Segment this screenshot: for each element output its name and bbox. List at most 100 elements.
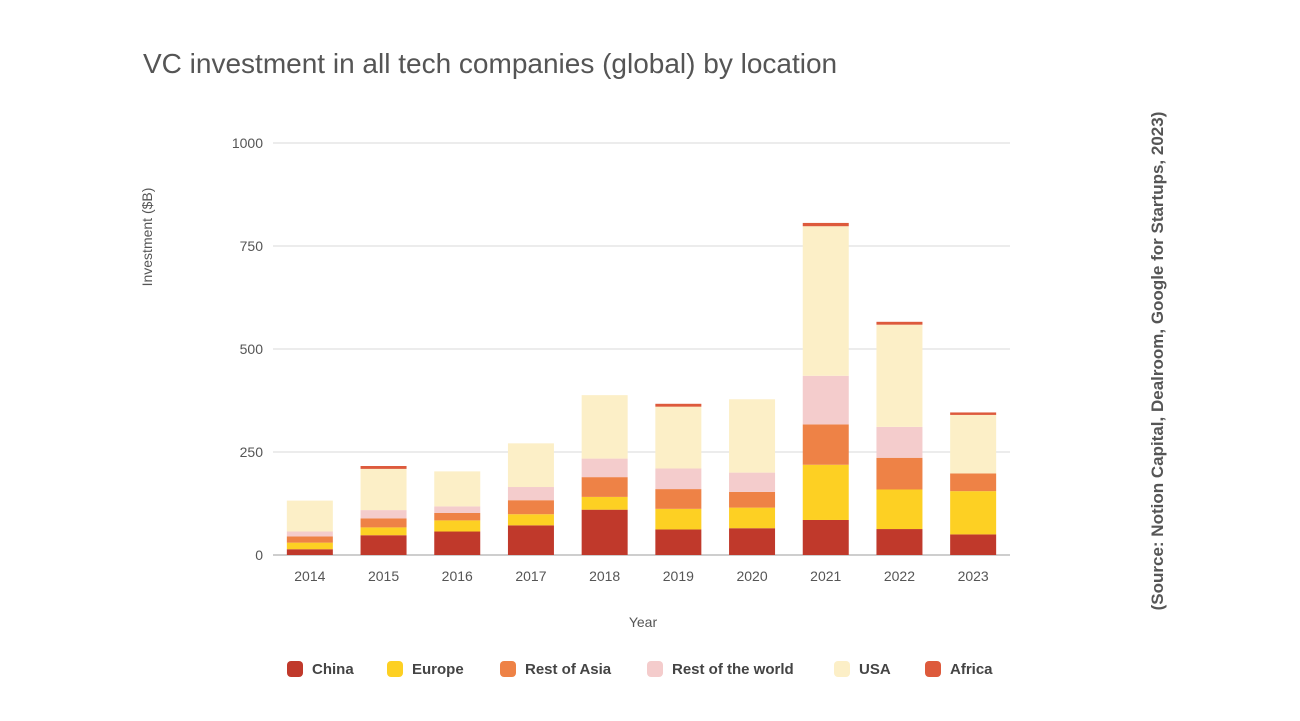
bar-segment-europe-2018 (581, 496, 628, 510)
bar-segment-rest-of-the-world-2019 (655, 468, 702, 490)
bar-segment-rest-of-the-world-2017 (507, 487, 554, 501)
legend-item-rest-of-asia: Rest of Asia (500, 661, 612, 678)
bar-stack-2014 (286, 500, 333, 555)
legend-label: China (312, 661, 354, 678)
bar-segment-rest-of-the-world-2018 (581, 458, 628, 478)
bar-segment-africa-2019 (655, 403, 702, 407)
bar-stack-2017 (507, 443, 554, 555)
legend-label: Rest of the world (672, 661, 794, 678)
bar-segment-usa-2022 (876, 324, 923, 427)
bar-segment-europe-2014 (286, 542, 333, 550)
y-tick-label: 1000 (232, 135, 263, 151)
x-tick-label: 2016 (442, 568, 473, 584)
bar-segment-europe-2019 (655, 508, 702, 530)
legend-item-usa: USA (834, 661, 891, 678)
y-tick-label: 750 (240, 238, 264, 254)
bar-segment-rest-of-asia-2019 (655, 489, 702, 509)
bar-stack-2023 (950, 412, 997, 555)
chart-title: VC investment in all tech companies (glo… (143, 48, 837, 79)
bar-segment-usa-2015 (360, 468, 407, 511)
legend-item-rest-of-the-world: Rest of the world (647, 661, 794, 678)
bar-segment-rest-of-asia-2015 (360, 518, 407, 528)
x-tick-label: 2015 (368, 568, 399, 584)
bar-segment-usa-2021 (802, 226, 849, 376)
legend-swatch (647, 661, 663, 677)
x-tick-label: 2023 (958, 568, 989, 584)
bar-segment-rest-of-asia-2020 (729, 491, 776, 508)
legend-label: Africa (950, 661, 993, 678)
legend-item-china: China (287, 661, 354, 678)
y-tick-label: 0 (255, 547, 263, 563)
x-tick-label: 2014 (294, 568, 325, 584)
bar-segment-europe-2017 (507, 514, 554, 526)
x-tick-label: 2018 (589, 568, 620, 584)
bars (286, 222, 997, 555)
legend-item-europe: Europe (387, 661, 464, 678)
bar-segment-europe-2015 (360, 527, 407, 536)
y-tick-label: 500 (240, 341, 264, 357)
bar-segment-europe-2022 (876, 489, 923, 530)
x-axis-ticks: 2014 2015 2016 2017 2018 2019 2020 2021 2022 2023 (294, 568, 989, 584)
bar-segment-rest-of-asia-2022 (876, 457, 923, 490)
bar-segment-china-2022 (876, 529, 923, 555)
bar-segment-africa-2023 (950, 412, 997, 415)
bar-segment-usa-2018 (581, 395, 628, 459)
bar-segment-rest-of-asia-2023 (950, 473, 997, 492)
bar-stack-2016 (434, 471, 481, 555)
bar-segment-china-2014 (286, 549, 333, 555)
x-tick-label: 2020 (736, 568, 767, 584)
bar-segment-usa-2017 (507, 443, 554, 488)
legend-swatch (387, 661, 403, 677)
bar-segment-europe-2021 (802, 464, 849, 520)
bar-segment-africa-2021 (802, 222, 849, 227)
bar-segment-usa-2014 (286, 500, 333, 532)
legend-swatch (500, 661, 516, 677)
bar-segment-china-2020 (729, 528, 776, 555)
legend-swatch (287, 661, 303, 677)
bar-segment-usa-2019 (655, 406, 702, 469)
bar-segment-usa-2020 (729, 399, 776, 473)
bar-segment-europe-2023 (950, 491, 997, 535)
bar-segment-china-2019 (655, 529, 702, 555)
y-axis-ticks: 0 250 500 750 1000 (232, 135, 263, 563)
bar-segment-rest-of-the-world-2020 (729, 472, 776, 492)
legend-item-africa: Africa (925, 661, 993, 678)
bar-segment-africa-2015 (360, 466, 407, 469)
legend: China Europe Rest of Asia Rest of the world… (287, 661, 993, 678)
bar-segment-rest-of-asia-2021 (802, 424, 849, 465)
x-tick-label: 2022 (884, 568, 915, 584)
bar-segment-rest-of-asia-2016 (434, 512, 481, 521)
x-tick-label: 2019 (663, 568, 694, 584)
legend-label: Rest of Asia (525, 661, 612, 678)
x-tick-label: 2021 (810, 568, 841, 584)
bar-segment-europe-2020 (729, 507, 776, 529)
bar-segment-rest-of-the-world-2022 (876, 426, 923, 458)
bar-segment-europe-2016 (434, 520, 481, 532)
bar-segment-china-2021 (802, 519, 849, 555)
bar-segment-china-2016 (434, 531, 481, 555)
bar-stack-2018 (581, 395, 628, 555)
x-tick-label: 2017 (515, 568, 546, 584)
bar-stack-2019 (655, 403, 702, 555)
bar-segment-usa-2023 (950, 414, 997, 474)
bar-segment-rest-of-asia-2017 (507, 500, 554, 515)
bar-segment-rest-of-asia-2014 (286, 536, 333, 543)
legend-label: Europe (412, 661, 464, 678)
bar-segment-china-2018 (581, 509, 628, 555)
bar-segment-rest-of-the-world-2016 (434, 506, 481, 513)
bar-segment-china-2023 (950, 534, 997, 555)
bar-segment-africa-2022 (876, 321, 923, 325)
legend-label: USA (859, 661, 891, 678)
y-tick-label: 250 (240, 444, 264, 460)
bar-segment-china-2017 (507, 525, 554, 555)
bar-segment-rest-of-asia-2018 (581, 477, 628, 497)
bar-segment-rest-of-the-world-2015 (360, 510, 407, 519)
bar-stack-2022 (876, 321, 923, 555)
legend-swatch (925, 661, 941, 677)
bar-stack-2015 (360, 466, 407, 555)
x-axis-label: Year (629, 614, 658, 630)
legend-swatch (834, 661, 850, 677)
y-axis-label: Investment ($B) (139, 188, 155, 287)
bar-stack-2020 (729, 399, 776, 555)
bar-segment-china-2015 (360, 535, 407, 555)
